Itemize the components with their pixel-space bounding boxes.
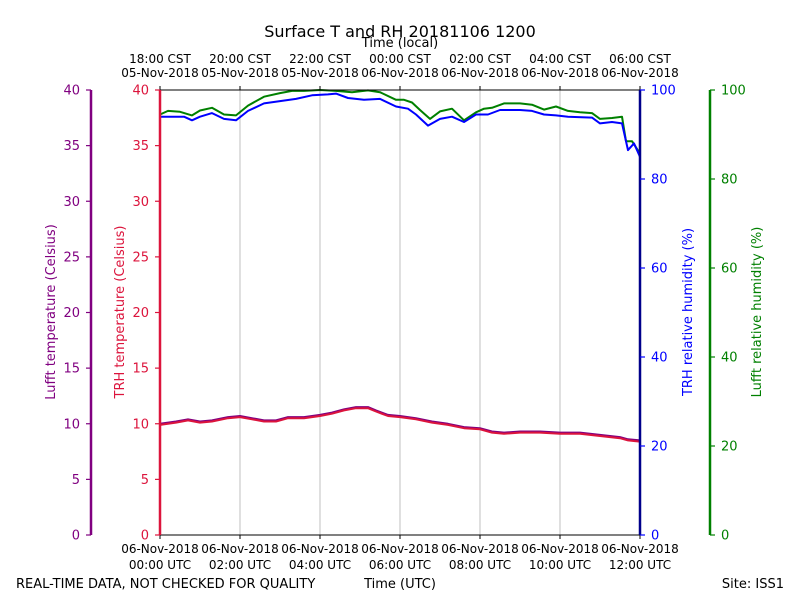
trh-temp-axis-tick-label-7: 35 [132,139,149,154]
lufft-temp-axis-tick-label-5: 25 [63,250,80,265]
trh-rh-axis-tick-label-4: 80 [651,173,668,188]
lufft-rh-axis-tick-label-1: 20 [721,440,738,455]
top-tick-date-6: 06-Nov-2018 [601,66,679,80]
lufft-temp-axis-tick-label-7: 35 [63,139,80,154]
top-tick-date-0: 05-Nov-2018 [121,66,199,80]
bottom-tick-date-3: 06-Nov-2018 [361,542,439,556]
top-axis-label: Time (local) [361,36,438,51]
top-tick-time-4: 02:00 CST [449,52,511,66]
bottom-tick-time-2: 04:00 UTC [289,558,351,572]
footer-left: REAL-TIME DATA, NOT CHECKED FOR QUALITY [16,577,315,592]
bottom-tick-time-0: 00:00 UTC [129,558,191,572]
series-group [159,89,641,443]
trh-rh-axis-tick-label-5: 100 [651,84,676,99]
top-tick-date-2: 05-Nov-2018 [281,66,359,80]
lufft-rh-axis-tick-label-0: 0 [721,529,729,544]
series-line-trh-relative-humidity [160,92,641,158]
trh-rh-axis-tick-label-2: 40 [651,351,668,366]
lufft-temp-axis-tick-label-3: 15 [63,362,80,377]
bottom-tick-time-3: 06:00 UTC [369,558,431,572]
top-tick-time-3: 00:00 CST [369,52,431,66]
top-tick-time-2: 22:00 CST [289,52,351,66]
trh-temp-axis-tick-label-8: 40 [132,84,149,99]
top-tick-date-1: 05-Nov-2018 [201,66,279,80]
trh-temp-axis-tick-label-6: 30 [132,195,149,210]
lufft-temp-axis-tick-label-8: 40 [63,84,80,99]
top-tick-date-4: 06-Nov-2018 [441,66,519,80]
bottom-tick-date-1: 06-Nov-2018 [201,542,279,556]
bottom-tick-date-6: 06-Nov-2018 [601,542,679,556]
series-line-lufft-relative-humidity [159,89,641,155]
trh-temp-axis-label: TRH temperature (Celsius) [113,226,128,400]
lufft-temp-axis-tick-label-2: 10 [63,417,80,432]
series-line-lufft-temperature [159,406,641,442]
trh-rh-axis-label: TRH relative humidity (%) [681,228,696,397]
lufft-temp-axis-tick-label-6: 30 [63,195,80,210]
lufft-rh-axis-tick-label-5: 100 [721,84,746,99]
bottom-tick-date-2: 06-Nov-2018 [281,542,359,556]
trh-rh-axis-tick-label-3: 60 [651,262,668,277]
grid [239,90,561,535]
footer-right: Site: ISS1 [722,577,784,592]
trh-temp-axis-tick-label-0: 0 [141,529,149,544]
lufft-temp-axis-tick-label-0: 0 [72,529,80,544]
top-tick-time-5: 04:00 CST [529,52,591,66]
bottom-tick-date-5: 06-Nov-2018 [521,542,599,556]
bottom-tick-date-0: 06-Nov-2018 [121,542,199,556]
lufft-temp-axis-tick-label-1: 5 [72,473,80,488]
bottom-tick-time-4: 08:00 UTC [449,558,511,572]
trh-rh-axis-tick-label-1: 20 [651,440,668,455]
chart-title: Surface T and RH 20181106 1200 [264,22,536,41]
top-tick-time-0: 18:00 CST [129,52,191,66]
trh-temp-axis-tick-label-4: 20 [132,306,149,321]
lufft-temp-axis-label: Lufft temperature (Celsius) [44,224,59,400]
trh-temp-axis-tick-label-5: 25 [132,250,149,265]
trh-temp-axis-tick-label-1: 5 [141,473,149,488]
lufft-temp-axis-tick-label-4: 20 [63,306,80,321]
bottom-tick-date-4: 06-Nov-2018 [441,542,519,556]
top-tick-time-1: 20:00 CST [209,52,271,66]
top-tick-date-3: 06-Nov-2018 [361,66,439,80]
lufft-rh-axis-tick-label-2: 40 [721,351,738,366]
trh-temp-axis-tick-label-3: 15 [132,362,149,377]
axes-group: 06-Nov-2018 00:00 UTC 06-Nov-2018 02:00 UTC… [63,52,745,572]
top-tick-time-6: 06:00 CST [609,52,671,66]
bottom-tick-time-1: 02:00 UTC [209,558,271,572]
top-tick-date-5: 06-Nov-2018 [521,66,599,80]
lufft-rh-axis-tick-label-4: 80 [721,173,738,188]
trh-temp-axis-tick-label-2: 10 [132,417,149,432]
bottom-tick-time-5: 10:00 UTC [529,558,591,572]
series-line-trh-temperature [159,407,641,443]
trh-rh-axis-tick-label-0: 0 [651,529,659,544]
bottom-tick-time-6: 12:00 UTC [609,558,671,572]
lufft-rh-axis-label: Lufft relative humidity (%) [750,227,765,398]
x-axis-label: Time (UTC) [363,577,436,592]
lufft-rh-axis-tick-label-3: 60 [721,262,738,277]
